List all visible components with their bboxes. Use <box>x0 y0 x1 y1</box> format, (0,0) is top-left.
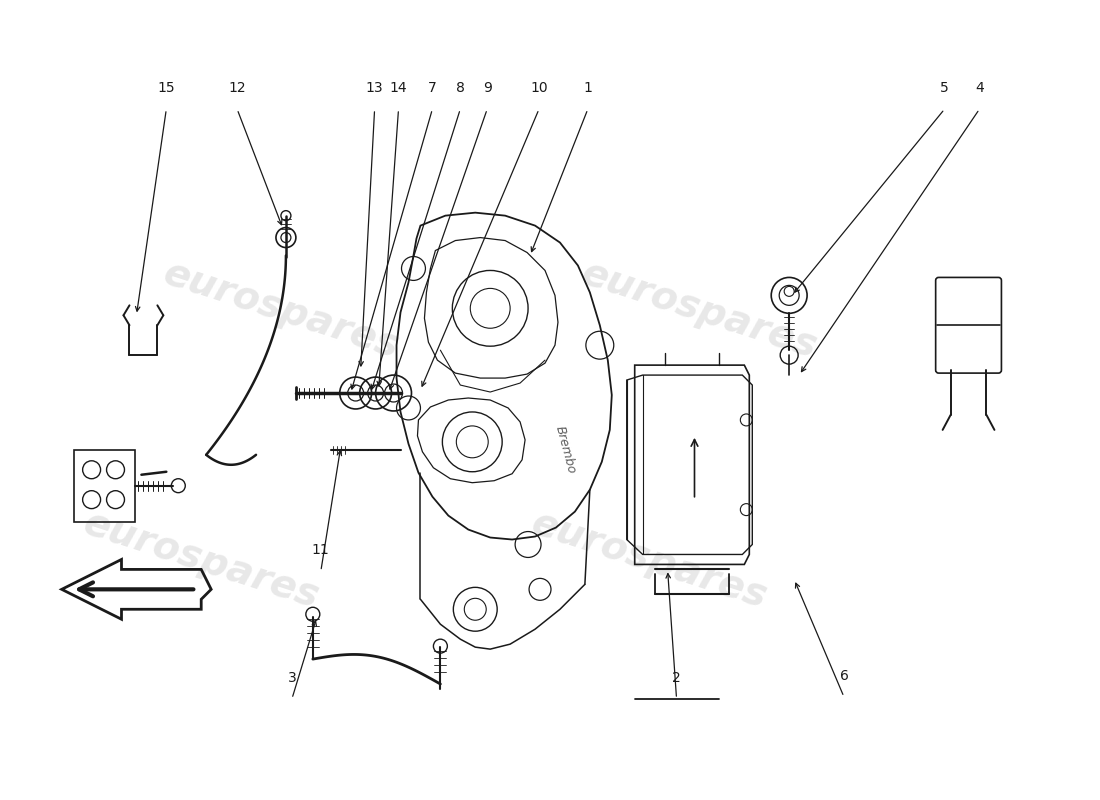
Text: 9: 9 <box>483 81 492 95</box>
Text: 3: 3 <box>287 671 296 685</box>
Text: 2: 2 <box>672 671 681 685</box>
Text: 7: 7 <box>428 81 437 95</box>
Text: 11: 11 <box>312 543 330 558</box>
Text: 4: 4 <box>975 81 983 95</box>
Text: 1: 1 <box>583 81 592 95</box>
Text: Brembo: Brembo <box>552 425 578 475</box>
Text: 5: 5 <box>940 81 949 95</box>
Text: 12: 12 <box>229 81 246 95</box>
Text: eurospares: eurospares <box>78 503 323 615</box>
Text: 15: 15 <box>157 81 175 95</box>
Text: 10: 10 <box>530 81 548 95</box>
Text: 6: 6 <box>839 669 848 683</box>
Text: 13: 13 <box>366 81 384 95</box>
Text: 8: 8 <box>455 81 465 95</box>
Text: eurospares: eurospares <box>576 254 822 366</box>
Text: 14: 14 <box>389 81 407 95</box>
Circle shape <box>771 278 807 314</box>
Text: eurospares: eurospares <box>527 503 772 615</box>
Circle shape <box>784 286 794 296</box>
Text: eurospares: eurospares <box>158 254 404 366</box>
